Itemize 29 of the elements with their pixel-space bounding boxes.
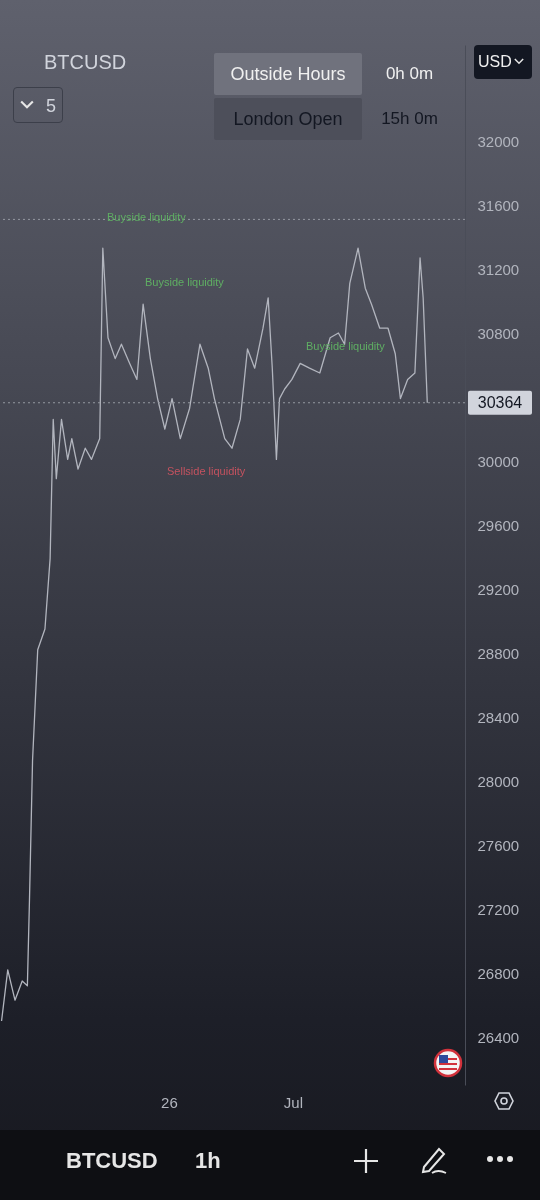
y-tick-label: 31200 bbox=[477, 260, 520, 278]
y-tick-label: 29600 bbox=[477, 516, 520, 534]
annotation: 0h 0m bbox=[384, 63, 435, 85]
ref-line-label: 30364 bbox=[477, 393, 523, 411]
text: 1h bbox=[195, 1148, 221, 1174]
y-tick-label: 26800 bbox=[477, 964, 520, 982]
y-tick-label: 30000 bbox=[477, 452, 520, 470]
chart-title: BTCUSD bbox=[44, 51, 127, 74]
y-tick-label: 27600 bbox=[477, 836, 520, 854]
y-tick-label: 30800 bbox=[477, 324, 520, 342]
text: USD bbox=[474, 45, 532, 79]
x-tick-label: 26 bbox=[161, 1093, 178, 1111]
annotation: 15h 0m bbox=[380, 108, 439, 130]
y-tick-label: 27200 bbox=[477, 900, 520, 918]
y-tick-label: 28000 bbox=[477, 772, 520, 790]
annotation: Buyside liquidity bbox=[145, 276, 224, 288]
annotation: Outside Hours bbox=[214, 53, 362, 95]
annotation: Sellside liquidity bbox=[167, 465, 246, 477]
y-tick-label: 32000 bbox=[477, 132, 520, 150]
annotation: London Open bbox=[214, 98, 362, 140]
y-tick-label: 28800 bbox=[477, 644, 520, 662]
annotation: 5 bbox=[13, 87, 63, 123]
y-tick-label: 26400 bbox=[477, 1028, 520, 1046]
y-tick-label: 29200 bbox=[477, 580, 520, 598]
y-tick-label: 31600 bbox=[477, 196, 520, 214]
y-tick-label: 28400 bbox=[477, 708, 520, 726]
text: BTCUSD bbox=[66, 1148, 158, 1174]
x-tick-label: Jul bbox=[283, 1093, 304, 1111]
annotation: Buyside liquidity bbox=[107, 211, 186, 223]
